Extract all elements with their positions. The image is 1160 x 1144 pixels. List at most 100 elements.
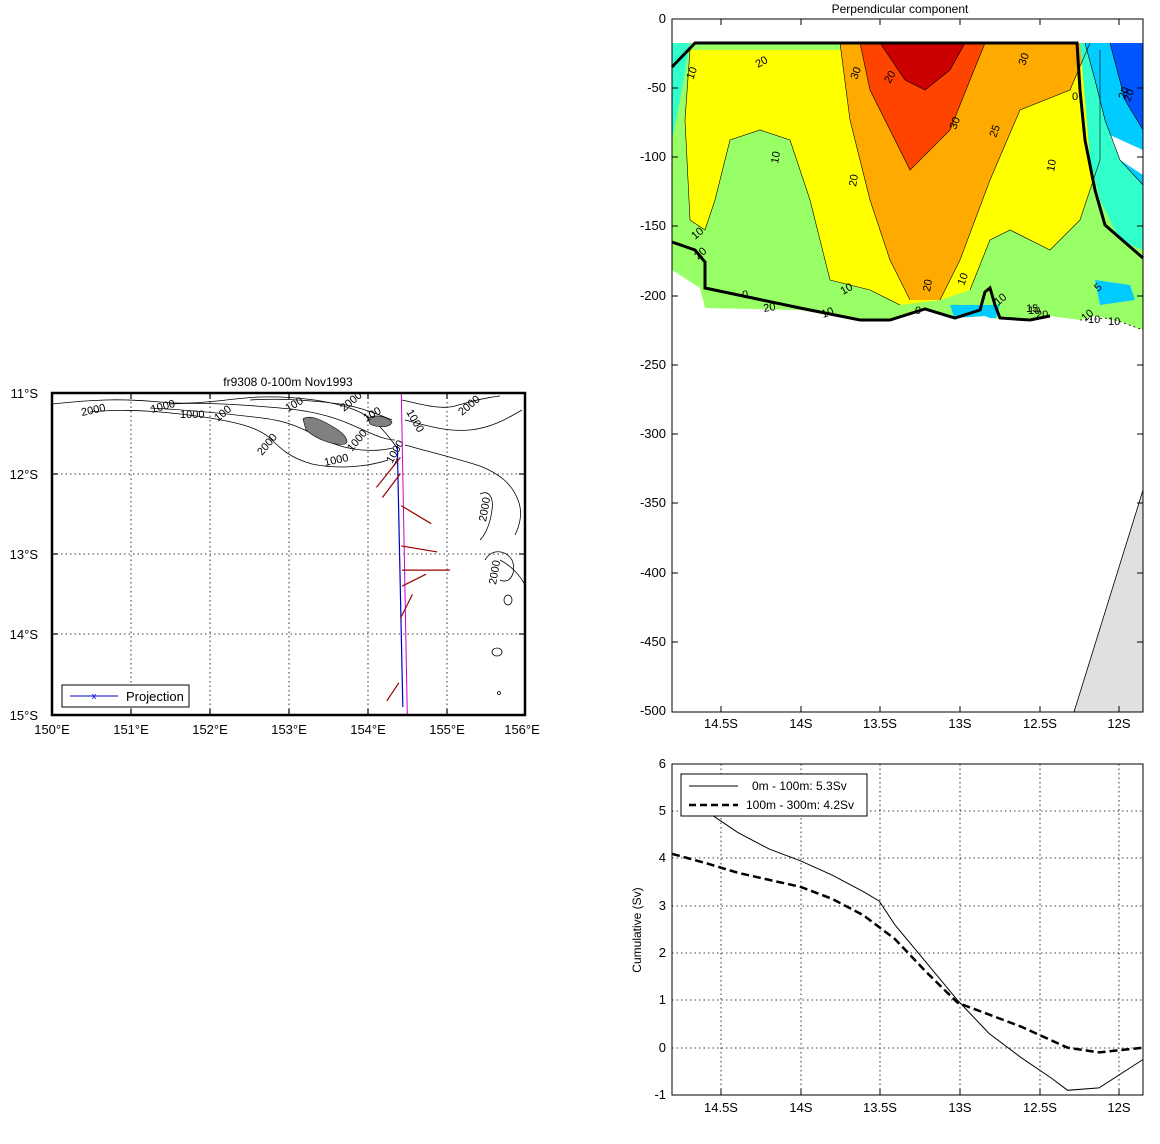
velocity-vector: [375, 457, 401, 488]
section-contour-label: 10: [956, 271, 971, 287]
cumulative-x-tick: 14.5S: [704, 1100, 738, 1115]
section-y-tick: -450: [640, 634, 666, 649]
map-contour-label: 2000: [477, 496, 493, 522]
map-legend-label: Projection: [126, 689, 184, 704]
cumulative-x-tick: 13.5S: [863, 1100, 897, 1115]
section-y-tick: -400: [640, 565, 666, 580]
section-y-tick: -50: [647, 80, 666, 95]
section-contour-label: 10: [1108, 316, 1120, 328]
cumulative-y-tick-labels: 6 5 4 3 2 1 0 -1: [654, 756, 666, 1102]
map-axis-ticks: [52, 393, 525, 715]
section-x-tick: 14S: [789, 716, 812, 731]
section-contour-labels: 10 20 30 20 30 25 30 20 20 10 10 10 10 2…: [685, 51, 1137, 328]
series-0-100m-line: [706, 810, 1144, 1091]
section-contour-label: 10: [1045, 158, 1059, 172]
cumulative-axes-frame: [671, 763, 1144, 1096]
cumulative-panel: 6 5 4 3 2 1 0 -1 14.5S 14S 13.5S 13S 12.…: [630, 756, 1144, 1115]
cumulative-x-tick: 12S: [1107, 1100, 1130, 1115]
cumulative-x-tick-labels: 14.5S 14S 13.5S 13S 12.5S 12S: [704, 1100, 1131, 1115]
section-panel: Perpendicular component: [640, 2, 1144, 731]
section-contour-label: 0: [915, 305, 921, 317]
cumulative-series-layer: [671, 810, 1144, 1091]
map-contour-label: 2000: [456, 393, 482, 418]
map-y-tick: 11°S: [11, 386, 39, 401]
section-x-tick-labels: 14.5S 14S 13.5S 13S 12.5S 12S: [704, 716, 1131, 731]
cumulative-legend-label: 100m - 300m: 4.2Sv: [746, 798, 854, 812]
cumulative-y-tick: 1: [659, 992, 666, 1007]
map-x-tick: 155°E: [429, 722, 465, 737]
map-x-tick: 152°E: [192, 722, 228, 737]
map-contour-label: 1000: [323, 452, 349, 469]
map-data-layer: [375, 392, 451, 716]
map-panel: fr9308 0-100m Nov1993: [10, 375, 540, 737]
map-contour-label: 100: [212, 403, 234, 424]
velocity-vector: [381, 473, 401, 498]
section-y-tick: -300: [640, 426, 666, 441]
section-contour-label: 10: [685, 65, 700, 81]
section-contour-label: 25: [988, 123, 1003, 139]
svg-text:x: x: [92, 691, 97, 701]
section-contour-label: 20: [762, 301, 776, 315]
section-contour-label: 20: [921, 278, 935, 292]
section-zero-contour-bottom: [671, 240, 1051, 322]
cumulative-grid: [672, 764, 1143, 1095]
section-contour-lines: [684, 43, 1143, 306]
map-contour-label: 1000: [384, 438, 407, 465]
section-axis-ticks: [672, 19, 1143, 712]
section-contour-label: 10: [820, 305, 836, 320]
section-title: Perpendicular component: [832, 2, 969, 16]
map-x-tick: 154°E: [350, 722, 386, 737]
section-contour-label: 20: [882, 69, 899, 86]
map-y-tick: 12°S: [10, 467, 39, 482]
velocity-vector: [401, 573, 427, 587]
section-contour-label: 0: [742, 289, 748, 301]
velocity-vector: [386, 682, 400, 702]
map-legend: x Projection: [61, 684, 190, 708]
map-contour-label: 1000: [403, 408, 426, 435]
cumulative-x-tick: 13S: [948, 1100, 971, 1115]
section-y-tick: -250: [640, 357, 666, 372]
section-contour-label: 10: [1088, 314, 1100, 326]
cumulative-y-tick: 6: [659, 756, 666, 771]
section-x-tick: 13S: [948, 716, 971, 731]
section-x-tick: 14.5S: [704, 716, 738, 731]
map-islands: [302, 415, 393, 445]
map-x-tick: 153°E: [271, 722, 307, 737]
map-contour-label: 2000: [80, 402, 106, 419]
section-contour-label: 30: [849, 65, 864, 81]
map-x-tick: 151°E: [113, 722, 149, 737]
map-x-tick: 156°E: [504, 722, 540, 737]
section-contour-label: 20: [1122, 87, 1137, 103]
section-contour-label: 30: [1017, 51, 1032, 67]
velocity-vector: [400, 505, 432, 525]
section-contour-label: 0: [1072, 91, 1078, 103]
map-y-tick: 13°S: [10, 547, 39, 562]
map-title: fr9308 0-100m Nov1993: [223, 375, 353, 389]
section-contour-label: 10: [1028, 305, 1040, 317]
velocity-vector: [399, 594, 413, 619]
section-y-tick: -350: [640, 495, 666, 510]
cumulative-y-tick: 5: [659, 803, 666, 818]
map-contour-labels: 2000 1000 1000 100 100 2000 1000 1000 20…: [80, 389, 503, 585]
cumulative-y-tick: 2: [659, 945, 666, 960]
map-y-tick: 15°S: [10, 708, 39, 723]
cumulative-y-tick: 0: [659, 1040, 666, 1055]
section-bathymetry: [1073, 489, 1144, 713]
section-y-tick: -150: [640, 218, 666, 233]
map-y-tick-labels: 11°S 12°S 13°S 14°S 15°S: [10, 386, 39, 723]
cumulative-y-label: Cumulative (Sv): [630, 887, 644, 972]
section-x-tick: 12.5S: [1023, 716, 1057, 731]
section-y-tick: -200: [640, 288, 666, 303]
map-contour-label: 100: [284, 395, 306, 415]
section-zero-contour-top: [670, 41, 1144, 260]
section-y-tick: -100: [640, 149, 666, 164]
section-contour-label: 20: [754, 54, 771, 71]
map-bathymetry-contours: [51, 395, 526, 695]
cumulative-legend-label: 0m - 100m: 5.3Sv: [752, 779, 847, 793]
projection-line: [396, 445, 404, 707]
map-contour-label: 2000: [487, 559, 503, 585]
map-axes-frame: [50, 391, 527, 717]
section-x-tick: 13.5S: [863, 716, 897, 731]
section-contour-label: 30: [948, 115, 963, 131]
